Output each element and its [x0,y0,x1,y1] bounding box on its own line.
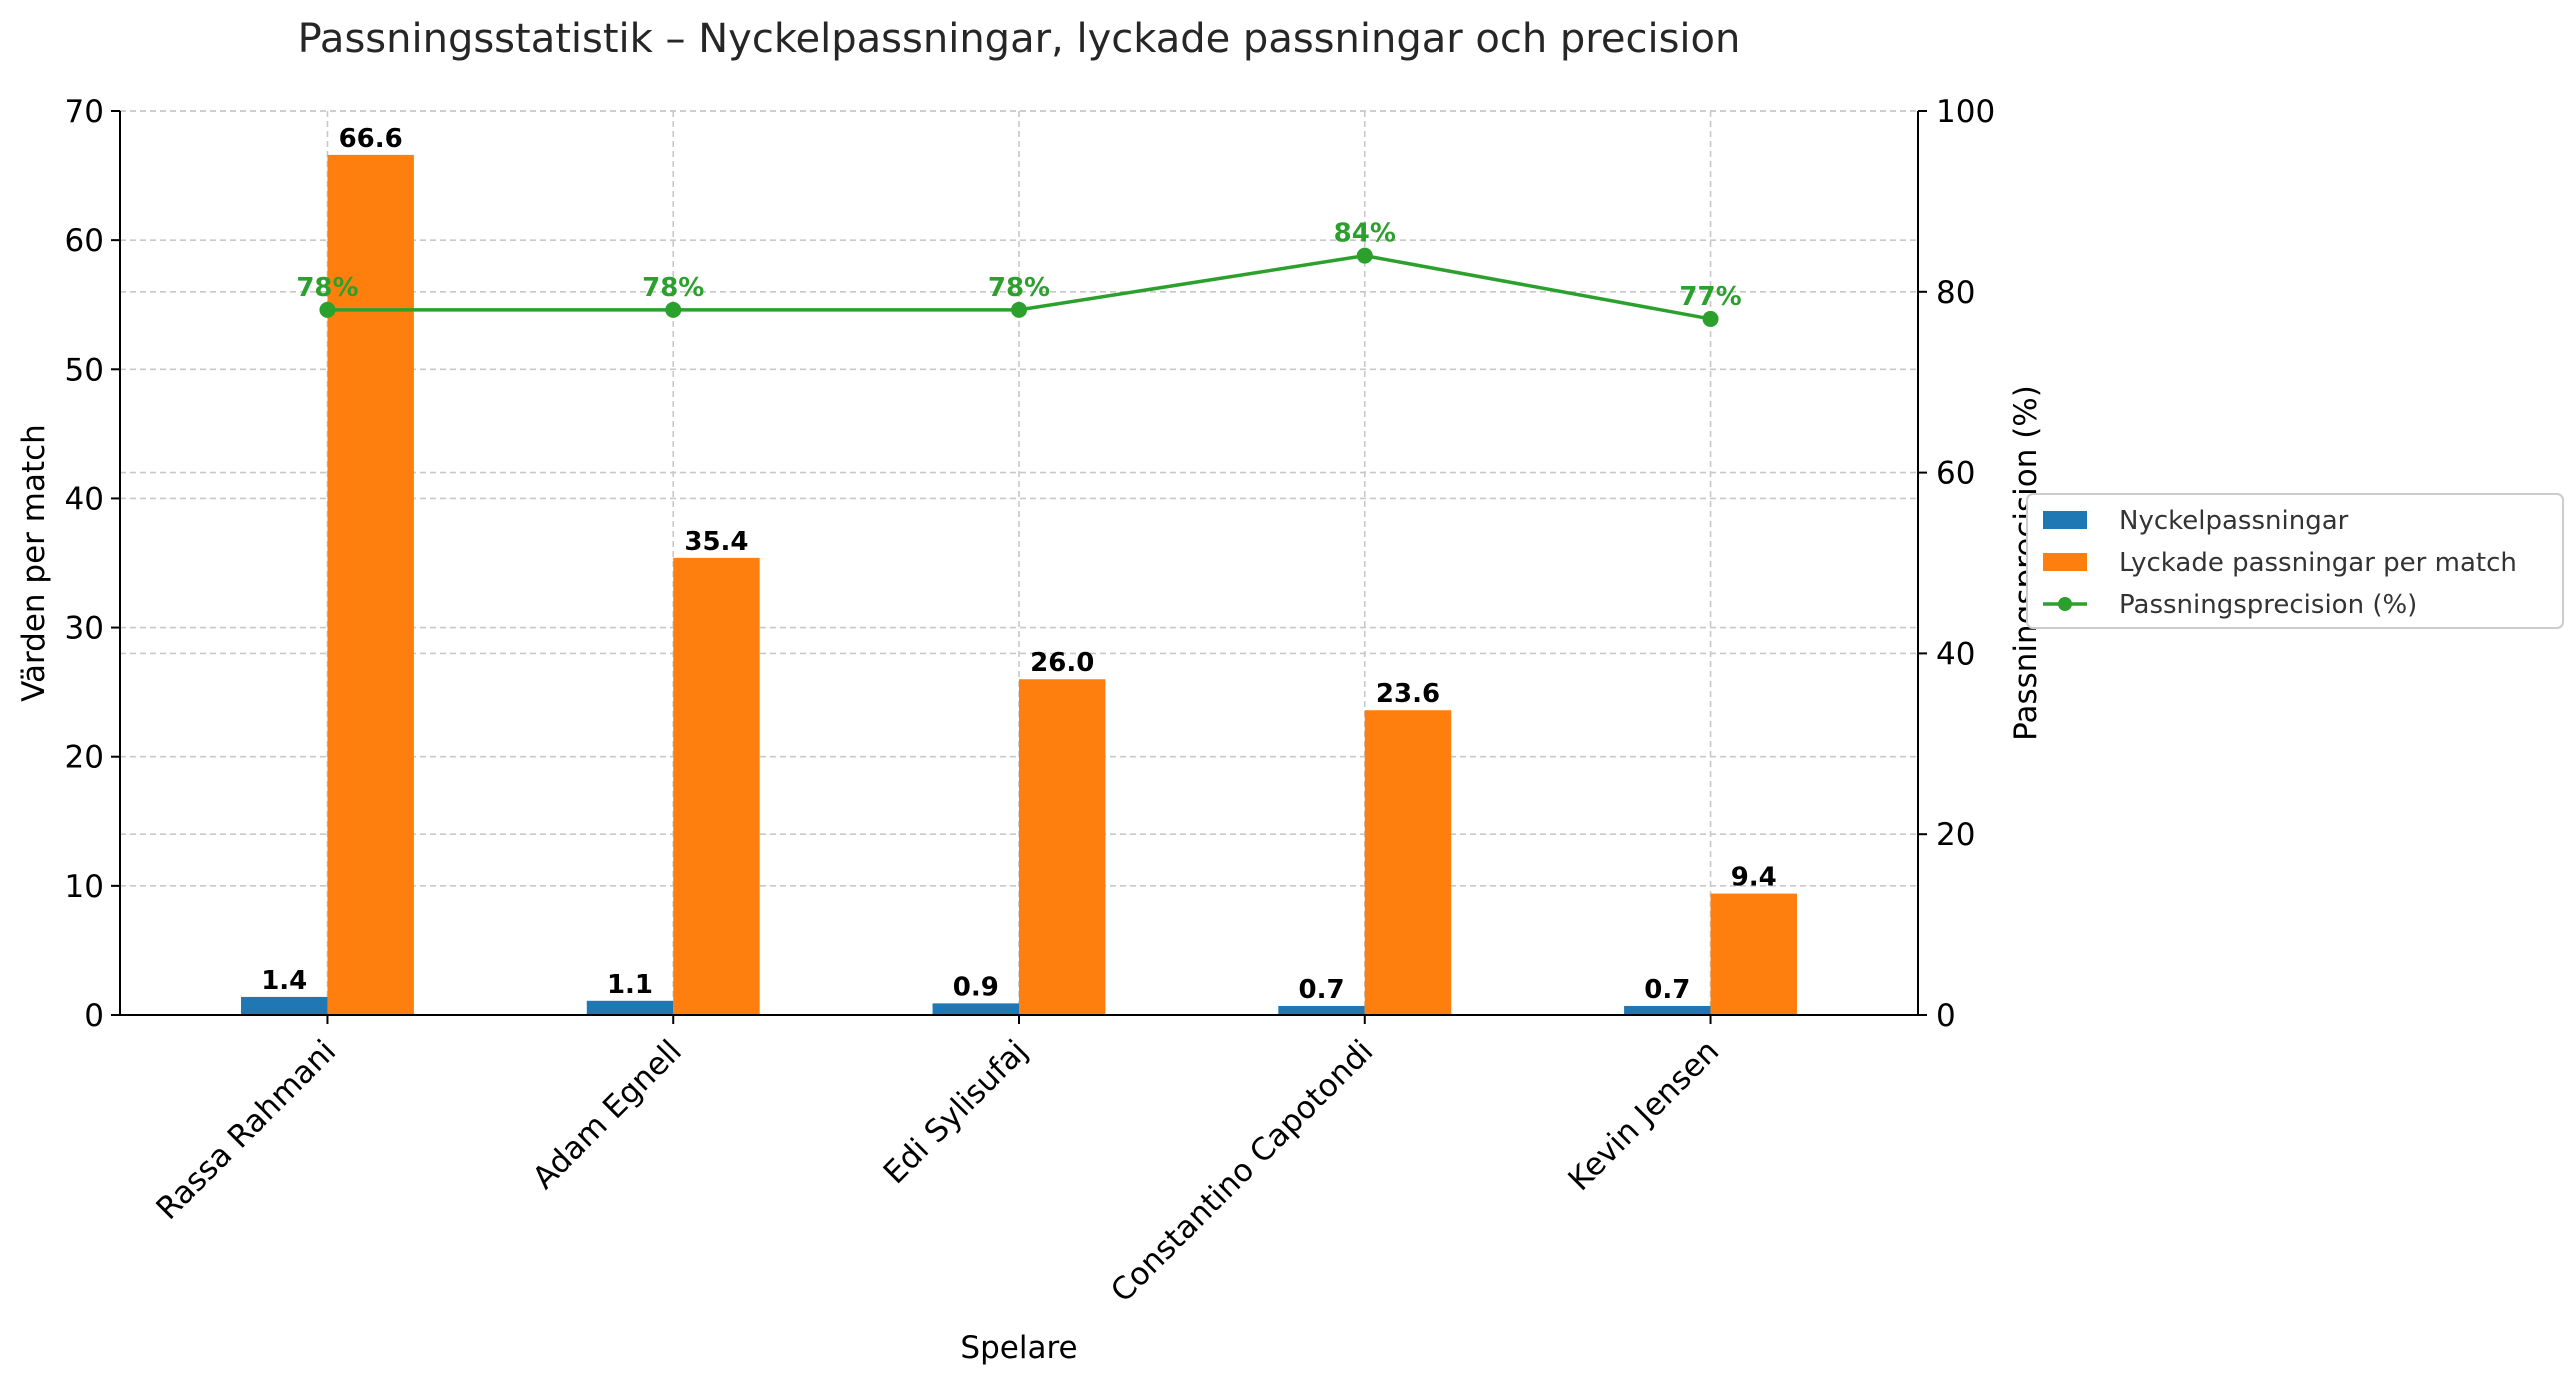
precision-value-label: 77% [1679,282,1741,312]
legend-label: Nyckelpassningar [2119,506,2349,536]
y-tick-label: 10 [65,869,104,905]
legend-swatch [2043,511,2087,529]
bar-nyckelpassningar [586,1000,674,1015]
precision-marker [1011,301,1027,318]
y-tick-label: 70 [65,94,104,130]
labels-layer: 1.4 1.1 0.9 0.7 0.7 66.6 35.4 26.0 23.6 9.4 78% 78%… [261,124,1777,1005]
y-tick-label: 60 [65,223,104,259]
y-tick-label: 0 [84,998,104,1034]
precision-value-label: 84% [1334,219,1396,249]
precision-marker [1356,247,1373,264]
bar-value-label: 23.6 [1376,679,1440,709]
bar-value-label: 66.6 [339,124,403,154]
legend-frame [2026,493,2564,629]
legend-label: Passningsprecision (%) [2119,590,2417,620]
bar-lyckade-passningar [1710,893,1797,1015]
bars-layer [241,154,1797,1015]
precision-marker [665,301,682,318]
y2-tick-label: 100 [1936,94,1995,130]
bar-value-label: 9.4 [1731,863,1777,893]
bar-value-label: 0.7 [1299,975,1345,1005]
y-tick-label: 30 [65,611,104,647]
bar-value-label: 35.4 [684,527,748,557]
y-axis-title: Värden per match [16,424,52,702]
y2-tick-label: 60 [1936,456,1975,492]
x-tick-label: Constantino Capotondi [1104,1033,1380,1309]
legend: Nyckelpassningar Lyckade passningar per m… [2026,493,2564,629]
precision-value-label: 78% [988,273,1050,303]
bar-value-label: 0.7 [1644,975,1690,1005]
y2-tick-label: 0 [1936,998,1956,1034]
legend-label: Lyckade passningar per match [2119,548,2517,578]
bar-value-label: 26.0 [1030,648,1094,678]
bar-lyckade-passningar [1364,710,1452,1015]
x-tick-label: Adam Egnell [526,1033,689,1196]
bar-lyckade-passningar [327,154,414,1015]
bar-nyckelpassningar [241,996,328,1015]
legend-swatch [2043,553,2087,571]
y-tick-label: 50 [65,352,104,388]
line-layer [319,247,1719,327]
bar-value-label: 1.1 [607,970,653,1000]
bar-value-label: 0.9 [953,972,999,1002]
y-tick-label: 20 [65,740,104,776]
bar-lyckade-passningar [1019,679,1106,1015]
x-axis-title: Spelare [960,1330,1077,1366]
y2-tick-label: 40 [1936,636,1975,672]
bar-nyckelpassningar [1624,1005,1711,1015]
precision-value-label: 78% [296,273,358,303]
y2-tick-label: 80 [1936,275,1975,311]
precision-marker [319,301,336,318]
x-tick-label: Kevin Jensen [1561,1033,1726,1198]
bar-value-label: 1.4 [261,966,307,996]
legend-items: Nyckelpassningar Lyckade passningar per m… [2043,506,2517,620]
bar-nyckelpassningar [1278,1005,1365,1015]
bar-lyckade-passningar [673,557,760,1015]
x-tick-label: Rassa Rahmani [149,1033,343,1227]
precision-marker [1702,310,1719,327]
precision-value-label: 78% [642,273,704,303]
x-tick-label: Edi Sylisufaj [877,1033,1035,1191]
legend-marker [2058,597,2072,611]
chart-title: Passningsstatistik – Nyckelpassningar, l… [298,16,1741,62]
y-tick-label: 40 [65,481,104,517]
y2-tick-label: 20 [1936,817,1975,853]
bar-nyckelpassningar [932,1003,1019,1015]
